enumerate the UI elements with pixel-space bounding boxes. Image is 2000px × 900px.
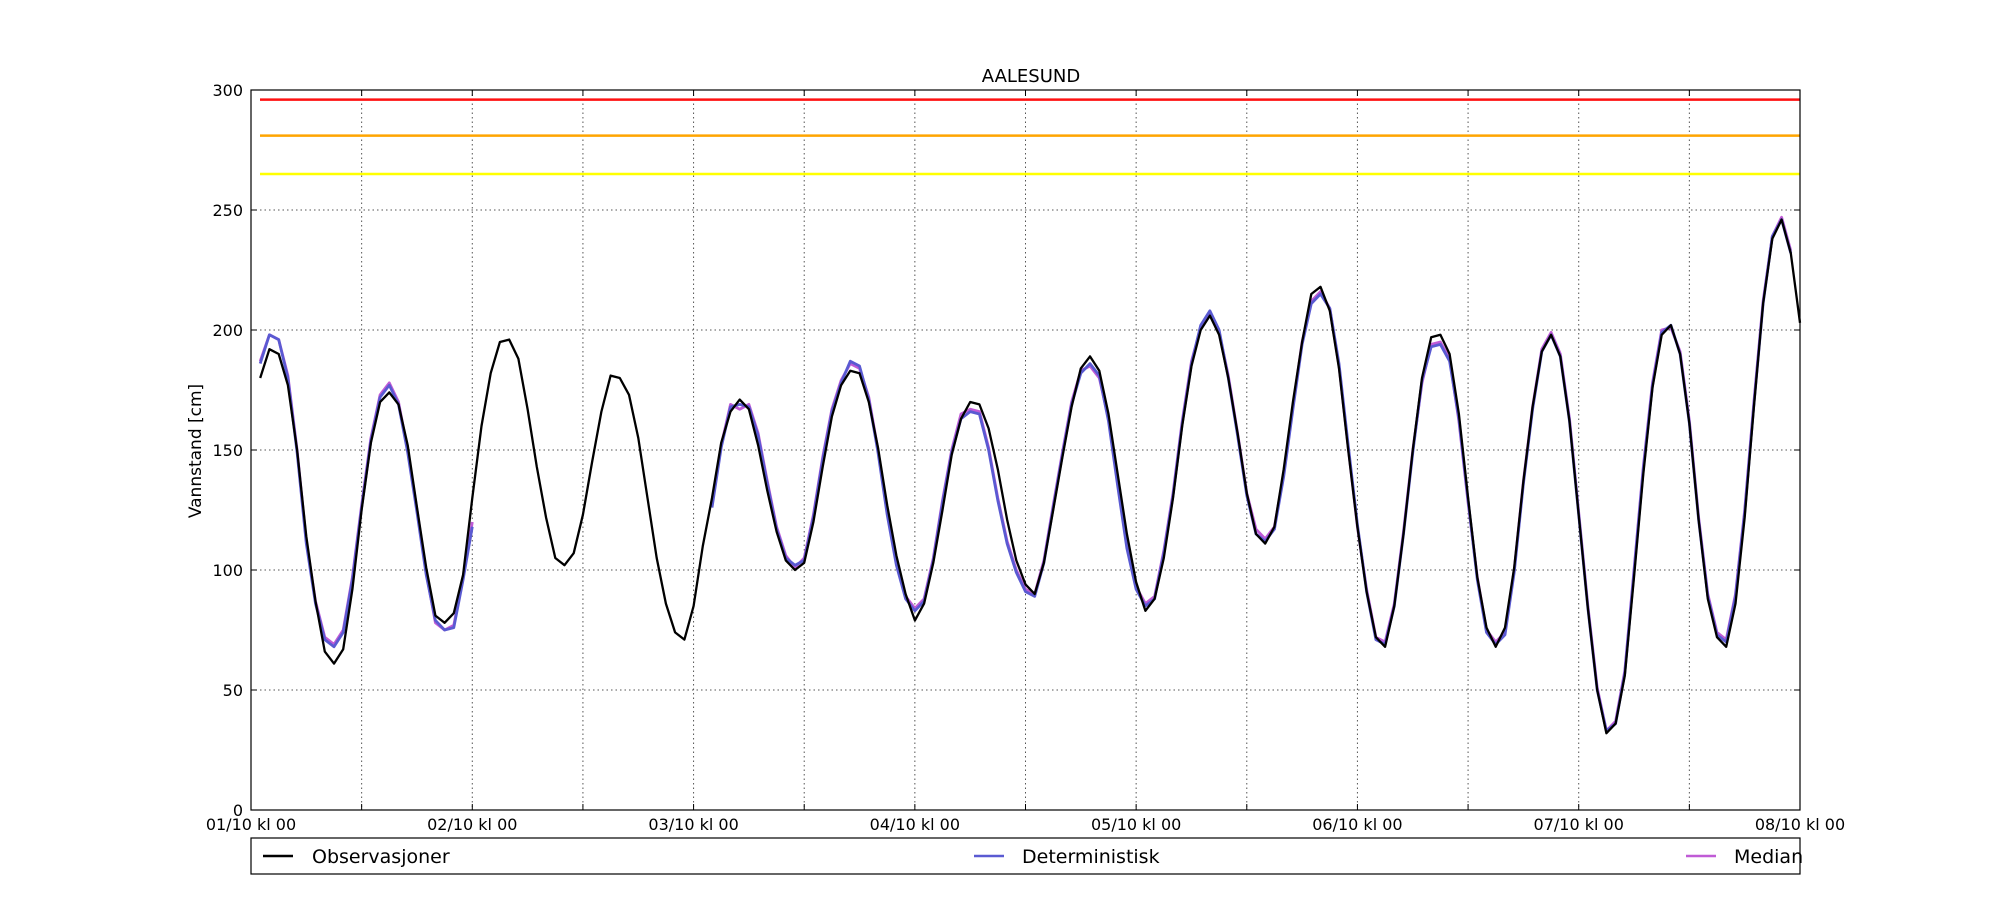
x-tick-label: 07/10 kl 00 [1534, 815, 1624, 834]
x-tick-label: 04/10 kl 00 [870, 815, 960, 834]
y-tick-label: 200 [212, 321, 243, 340]
legend: Observasjoner Deterministisk Median [250, 837, 1803, 875]
legend-label: Observasjoner [312, 846, 450, 868]
legend-label: Deterministisk [1022, 846, 1160, 868]
x-tick-label: 06/10 kl 00 [1312, 815, 1402, 834]
y-axis-label: Vannstand [cm] [186, 384, 206, 518]
x-tick-label: 02/10 kl 00 [427, 815, 517, 834]
y-tick-label: 150 [212, 441, 243, 460]
series-line-observasjoner [259, 218, 1802, 735]
legend-frame [250, 837, 1801, 875]
x-tick-label: 08/10 kl 00 [1755, 815, 1845, 834]
y-tick-label: 50 [223, 681, 243, 700]
x-tick-label: 03/10 kl 00 [648, 815, 738, 834]
x-tick-label: 05/10 kl 00 [1091, 815, 1181, 834]
legend-label: Median [1734, 846, 1803, 868]
y-tick-label: 250 [212, 201, 243, 220]
y-tick-label: 0 [233, 801, 243, 820]
y-tick-label: 100 [212, 561, 243, 580]
chart-title: AALESUND [982, 66, 1080, 87]
y-tick-label: 300 [212, 81, 243, 100]
x-tick-label: 01/10 kl 00 [206, 815, 296, 834]
